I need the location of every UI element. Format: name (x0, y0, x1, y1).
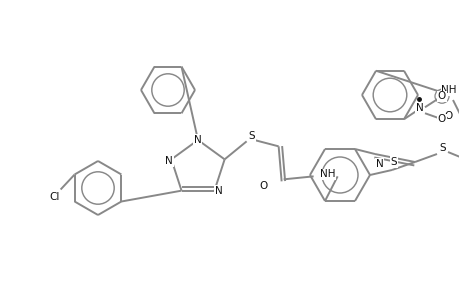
Text: NH: NH (319, 169, 335, 179)
Text: S: S (439, 143, 445, 153)
Text: N: N (165, 156, 173, 166)
Text: N: N (214, 186, 222, 196)
Text: N: N (415, 103, 423, 113)
Text: N: N (194, 135, 202, 145)
Text: O: O (437, 114, 445, 124)
Text: O: O (259, 181, 267, 191)
Text: Cl: Cl (49, 193, 60, 202)
Text: S: S (390, 157, 397, 167)
Text: O: O (437, 91, 445, 101)
Text: NH: NH (440, 85, 456, 95)
Text: S: S (248, 131, 254, 141)
Text: N: N (375, 159, 383, 169)
Text: O: O (444, 111, 452, 121)
